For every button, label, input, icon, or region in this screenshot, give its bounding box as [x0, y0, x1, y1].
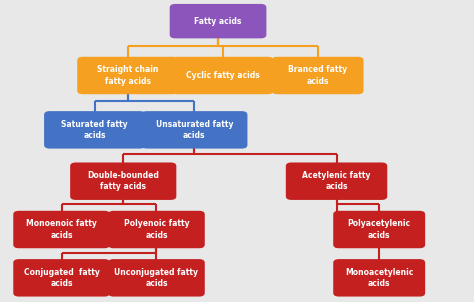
Text: Fatty acids: Fatty acids [194, 17, 242, 26]
FancyBboxPatch shape [70, 162, 176, 200]
Text: Branced fatty
acids: Branced fatty acids [288, 66, 347, 85]
FancyBboxPatch shape [333, 259, 425, 297]
Text: Polyacetylenic
acids: Polyacetylenic acids [347, 220, 411, 239]
Text: Unconjugated fatty
acids: Unconjugated fatty acids [114, 268, 199, 288]
Text: Straight chain
fatty acids: Straight chain fatty acids [97, 66, 159, 85]
FancyBboxPatch shape [77, 57, 179, 94]
FancyBboxPatch shape [13, 211, 110, 248]
FancyBboxPatch shape [170, 4, 266, 38]
Text: Saturated fatty
acids: Saturated fatty acids [62, 120, 128, 140]
FancyBboxPatch shape [13, 259, 110, 297]
Text: Polyenoic fatty
acids: Polyenoic fatty acids [124, 220, 189, 239]
FancyBboxPatch shape [272, 57, 364, 94]
Text: Monoenoic fatty
acids: Monoenoic fatty acids [26, 220, 97, 239]
FancyBboxPatch shape [172, 57, 273, 94]
Text: Monoacetylenic
acids: Monoacetylenic acids [345, 268, 413, 288]
Text: Cyclic fatty acids: Cyclic fatty acids [186, 71, 260, 80]
Text: Unsaturated fatty
acids: Unsaturated fatty acids [155, 120, 233, 140]
FancyBboxPatch shape [141, 111, 247, 149]
Text: Acetylenic fatty
acids: Acetylenic fatty acids [302, 171, 371, 191]
FancyBboxPatch shape [108, 259, 205, 297]
Text: Conjugated  fatty
acids: Conjugated fatty acids [24, 268, 100, 288]
Text: Double-bounded
fatty acids: Double-bounded fatty acids [87, 171, 159, 191]
FancyBboxPatch shape [286, 162, 387, 200]
FancyBboxPatch shape [333, 211, 425, 248]
FancyBboxPatch shape [44, 111, 146, 149]
FancyBboxPatch shape [108, 211, 205, 248]
